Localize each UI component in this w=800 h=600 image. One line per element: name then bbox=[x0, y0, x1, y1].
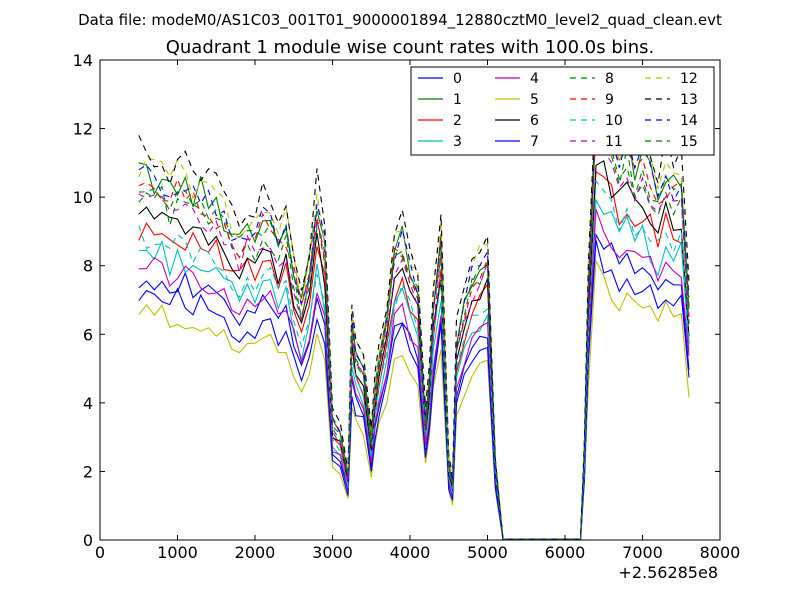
x-offset-label: +2.56285e8 bbox=[618, 563, 718, 582]
x-tick-label-5000: 5000 bbox=[467, 543, 508, 562]
x-tick-label-7000: 7000 bbox=[622, 543, 663, 562]
x-axis: 0 1000 2000 3000 4000 5000 6000 7000 8000 bbox=[95, 60, 740, 562]
figure-suptitle: Data file: modeM0/AS1C03_001T01_90000018… bbox=[78, 11, 722, 30]
y-tick-label-4: 4 bbox=[83, 394, 93, 413]
y-tick-label-6: 6 bbox=[83, 325, 93, 344]
y-tick-label-10: 10 bbox=[73, 188, 93, 207]
y-tick-label-0: 0 bbox=[83, 531, 93, 550]
legend-label-0: 0 bbox=[453, 71, 462, 87]
x-tick-label-1000: 1000 bbox=[157, 543, 198, 562]
x-tick-label-4000: 4000 bbox=[390, 543, 431, 562]
series-line-10 bbox=[138, 179, 690, 540]
legend-label-6: 6 bbox=[530, 113, 539, 129]
legend-label-11: 11 bbox=[605, 134, 623, 150]
x-tick-label-8000: 8000 bbox=[700, 543, 741, 562]
legend-label-4: 4 bbox=[530, 71, 539, 87]
legend-label-12: 12 bbox=[680, 71, 698, 87]
y-tick-label-8: 8 bbox=[83, 257, 93, 276]
series-line-0 bbox=[138, 232, 690, 540]
series-line-7 bbox=[138, 240, 690, 540]
legend-label-14: 14 bbox=[680, 113, 698, 129]
chart-title: Quadrant 1 module wise count rates with … bbox=[166, 37, 655, 58]
legend-label-10: 10 bbox=[605, 113, 623, 129]
series-line-1 bbox=[138, 101, 690, 540]
x-tick-label-0: 0 bbox=[95, 543, 105, 562]
legend-label-9: 9 bbox=[605, 92, 614, 108]
legend-label-3: 3 bbox=[453, 134, 462, 150]
legend-label-7: 7 bbox=[530, 134, 539, 150]
y-tick-label-12: 12 bbox=[73, 120, 93, 139]
series-line-6 bbox=[138, 159, 690, 540]
legend-label-13: 13 bbox=[680, 92, 698, 108]
legend-label-8: 8 bbox=[605, 71, 614, 87]
x-tick-label-2000: 2000 bbox=[235, 543, 276, 562]
legend-frame bbox=[410, 66, 715, 156]
legend-label-5: 5 bbox=[530, 92, 539, 108]
series-line-4 bbox=[138, 209, 690, 540]
series-line-15 bbox=[138, 107, 690, 540]
y-tick-label-14: 14 bbox=[73, 51, 93, 70]
series-layer bbox=[138, 85, 690, 540]
x-tick-label-3000: 3000 bbox=[312, 543, 353, 562]
legend-label-2: 2 bbox=[453, 113, 462, 129]
series-line-5 bbox=[138, 258, 690, 540]
series-line-13 bbox=[138, 90, 690, 540]
x-tick-label-6000: 6000 bbox=[545, 543, 586, 562]
legend-label-15: 15 bbox=[680, 134, 698, 150]
y-tick-label-2: 2 bbox=[83, 462, 93, 481]
legend-label-1: 1 bbox=[453, 92, 462, 108]
